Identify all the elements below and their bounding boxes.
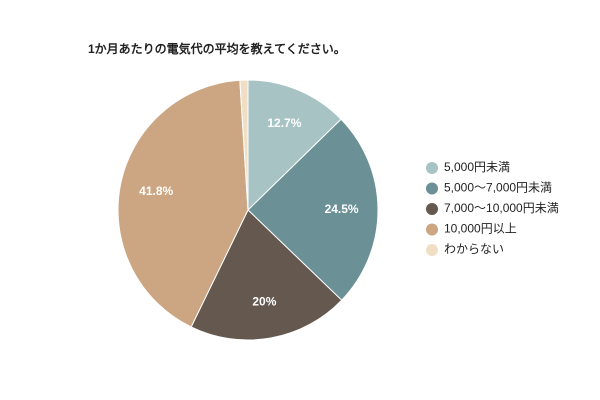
legend-marker [426, 223, 438, 236]
legend-label: 5,000〜7,000円未満 [444, 181, 552, 195]
pie-slice [239, 79, 249, 211]
pie-slice [190, 209, 343, 341]
pie-slice [117, 79, 249, 328]
legend-marker [426, 162, 438, 174]
legend-marker [426, 244, 438, 256]
pie-slice [247, 79, 342, 212]
legend-label: 5,000円未満 [444, 160, 510, 174]
data-label: 20% [252, 294, 276, 308]
legend-marker [426, 203, 438, 215]
data-label: 41.8% [139, 184, 173, 198]
pie-slice [247, 118, 379, 301]
chart-title: 1か月あたりの電気代の平均を教えてください。 [88, 41, 346, 56]
legend-label: 7,000〜10,000円未満 [444, 201, 559, 215]
legend-marker [426, 182, 438, 195]
data-label: 12.7% [267, 116, 301, 130]
legend-label: わからない [444, 242, 504, 256]
legend-label: 10,000円以上 [444, 222, 517, 236]
data-label: 24.5% [325, 202, 359, 216]
